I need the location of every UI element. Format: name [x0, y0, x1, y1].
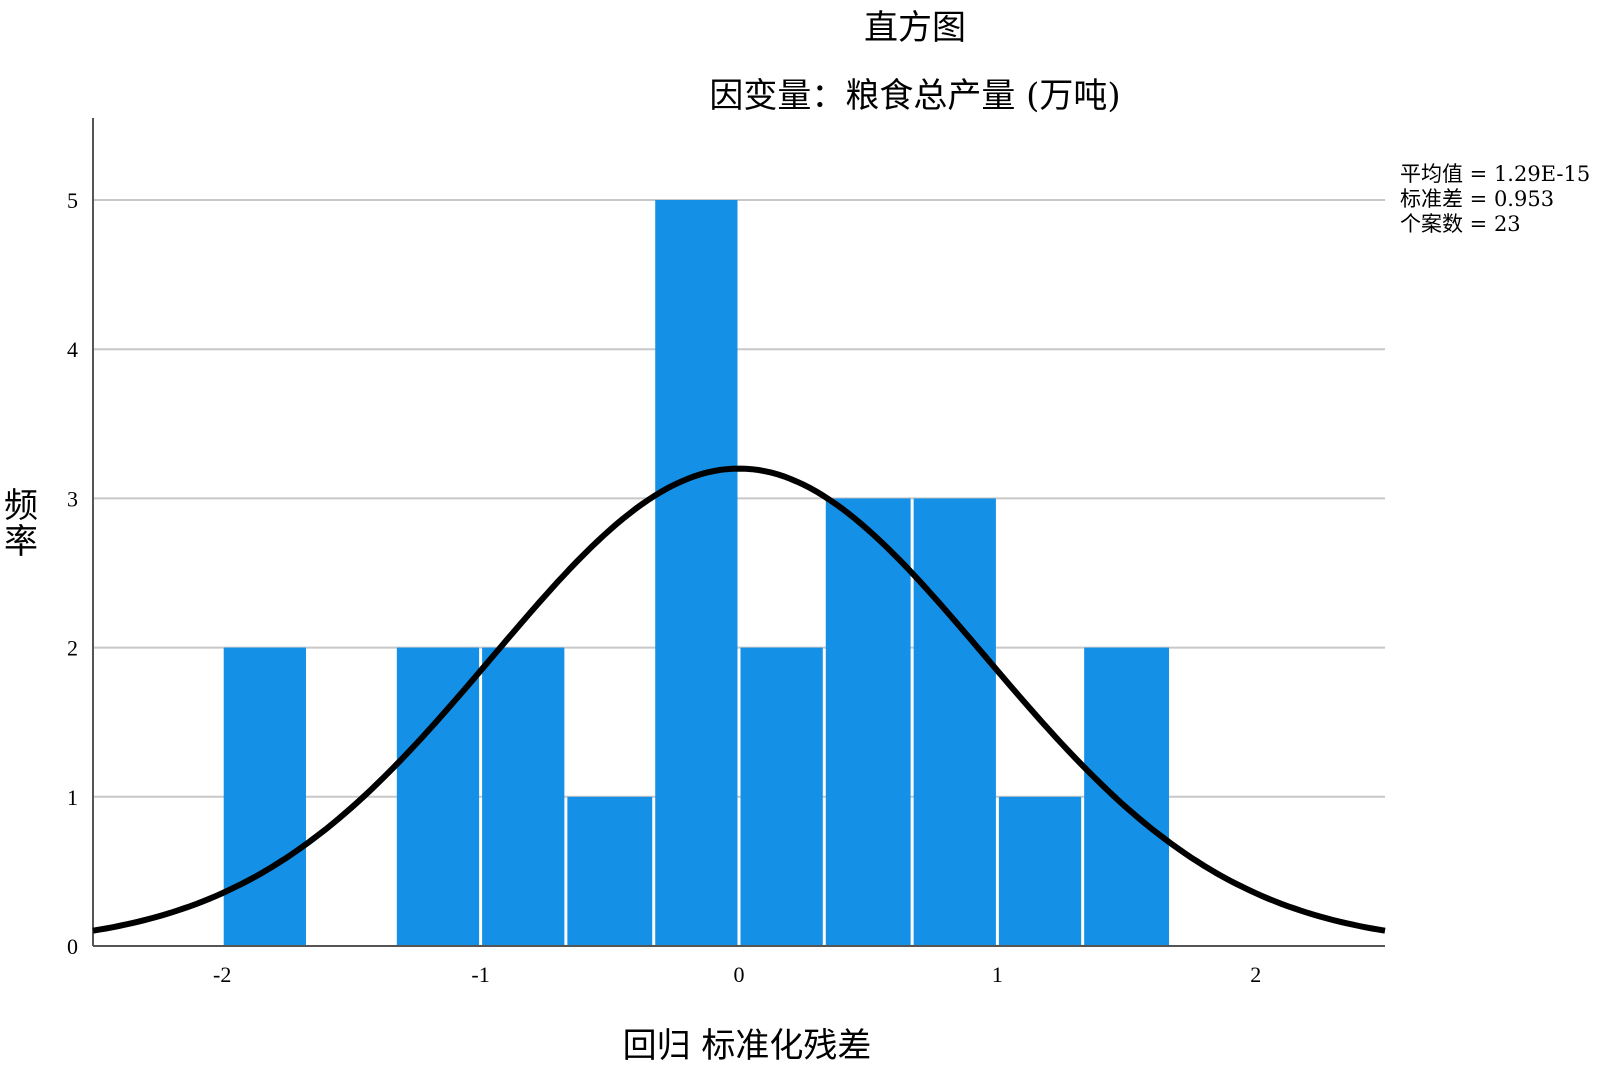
histogram-bar-9 — [998, 796, 1082, 946]
histogram-bar-7 — [825, 498, 911, 946]
histogram-bar-5 — [655, 200, 738, 946]
histogram-bar-8 — [913, 498, 996, 946]
y-tick-labels: 0 1 2 3 4 5 — [67, 188, 78, 959]
x-tick--1: -1 — [471, 962, 489, 987]
histogram-bar-1 — [223, 647, 306, 946]
y-axis-label: 频率 — [4, 486, 38, 562]
histogram-bars — [223, 200, 1170, 946]
normal-curve — [92, 465, 1386, 934]
stat-mean: 平均值 = 1.29E-15 — [1400, 162, 1591, 186]
x-tick-labels: -2 -1 0 1 2 — [213, 962, 1261, 987]
y-tick-3: 3 — [67, 486, 78, 511]
axes — [92, 118, 1385, 947]
stats-box: 平均值 = 1.29E-15 标准差 = 0.953 个案数 = 23 — [1400, 162, 1590, 237]
y-tick-0: 0 — [67, 934, 78, 959]
x-tick--2: -2 — [213, 962, 231, 987]
y-tick-1: 1 — [67, 785, 78, 810]
chart-subtitle: 因变量：粮食总产量 (万吨) — [709, 76, 1121, 116]
histogram-bar-3 — [482, 647, 565, 946]
y-tick-4: 4 — [67, 337, 78, 362]
x-tick-1: 1 — [992, 962, 1003, 987]
x-tick-0: 0 — [734, 962, 745, 987]
histogram-bar-10 — [1084, 647, 1170, 946]
histogram-bar-2 — [396, 647, 480, 946]
x-tick-2: 2 — [1250, 962, 1261, 987]
chart-title: 直方图 — [864, 8, 966, 48]
histogram-bar-4 — [567, 796, 653, 946]
stat-std: 标准差 = 0.953 — [1400, 187, 1555, 211]
y-tick-2: 2 — [67, 636, 78, 661]
stat-n: 个案数 = 23 — [1400, 212, 1521, 236]
gridlines — [93, 199, 1385, 798]
y-tick-5: 5 — [67, 188, 78, 213]
histogram-bar-6 — [740, 647, 823, 946]
x-axis-label: 回归 标准化残差 — [622, 1026, 872, 1066]
